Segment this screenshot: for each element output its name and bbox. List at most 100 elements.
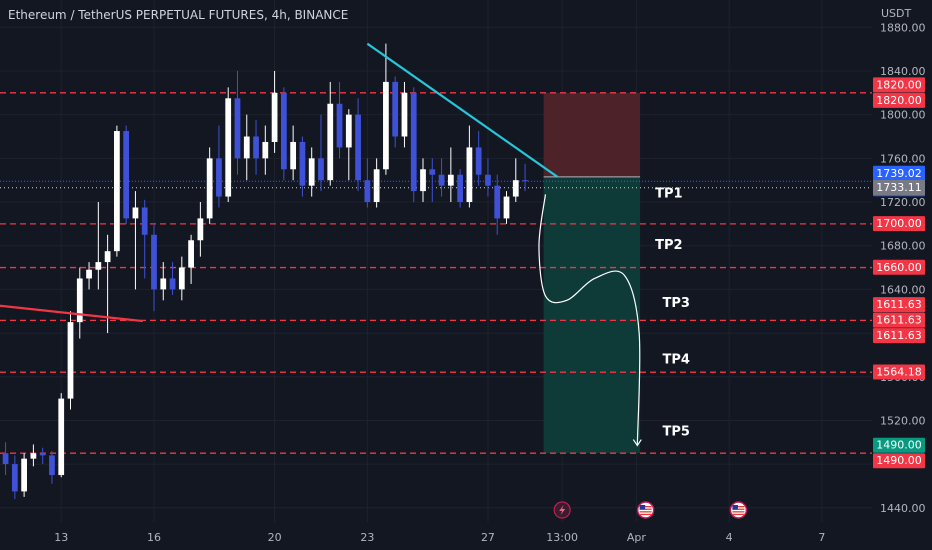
candle-20[interactable] (188, 234, 194, 284)
candles[interactable] (2, 43, 528, 500)
candle-31[interactable] (290, 125, 297, 181)
price-badge-149000-1[interactable]: 1490.00 (873, 453, 925, 469)
y-tick-label-11: 1440.00 (880, 502, 926, 515)
price-badge-173311-0[interactable]: 1733.11 (873, 179, 925, 195)
price-axis[interactable]: USDT 1880.00 1840.00 1800.00 1760.00 1720.00… (873, 7, 926, 515)
candle-48[interactable] (447, 147, 454, 203)
candle-47[interactable] (438, 158, 445, 197)
candle-52[interactable] (485, 158, 491, 197)
candle-18[interactable] (169, 262, 176, 295)
candle-15[interactable] (141, 199, 148, 279)
event-markers[interactable] (553, 501, 748, 519)
candle-36[interactable] (336, 81, 343, 159)
candle-33[interactable] (308, 147, 315, 197)
candle-32[interactable] (299, 136, 306, 197)
price-badge-182000-0[interactable]: 1820.00 (873, 77, 925, 93)
position-zones[interactable] (543, 92, 641, 454)
candle-1[interactable] (11, 455, 18, 500)
candle-30[interactable] (280, 87, 287, 181)
candle-12[interactable] (114, 125, 120, 257)
candle-6[interactable] (58, 393, 65, 478)
candle-40[interactable] (373, 158, 380, 208)
candle-23[interactable] (216, 125, 222, 208)
y-tick-label-6: 1640.00 (880, 283, 926, 296)
candle-46[interactable] (429, 158, 436, 203)
us-flag-icon[interactable] (636, 501, 655, 519)
candle-50[interactable] (466, 125, 473, 208)
candle-39[interactable] (364, 158, 371, 208)
candle-3[interactable] (30, 444, 37, 467)
projection-curve[interactable] (538, 194, 641, 446)
candle-41[interactable] (383, 43, 389, 175)
candle-4[interactable] (39, 447, 46, 465)
candle-21[interactable] (197, 202, 204, 257)
price-badge-166000-0[interactable]: 1660.00 (873, 259, 925, 275)
price-badge-161163-1[interactable]: 1611.63 (873, 312, 925, 328)
candle-54[interactable] (503, 191, 510, 224)
chart-title: Ethereum / TetherUS PERPETUAL FUTURES, 4… (8, 8, 349, 22)
price-badge-170000-0[interactable]: 1700.00 (873, 216, 925, 232)
candle-27[interactable] (253, 120, 259, 175)
price-badge-173902-0[interactable]: 1739.02 (873, 165, 925, 181)
candle-56[interactable] (522, 163, 528, 192)
candle-19[interactable] (178, 256, 185, 301)
candle-22[interactable] (206, 147, 213, 224)
price-badge-149000-0[interactable]: 1490.00 (873, 437, 925, 453)
candle-28[interactable] (262, 125, 269, 175)
candle-29[interactable] (271, 70, 278, 153)
candle-body-23 (216, 158, 222, 197)
candle-53[interactable] (494, 174, 501, 235)
stop-loss-zone[interactable] (543, 92, 641, 177)
candle-45[interactable] (420, 158, 426, 203)
candle-51[interactable] (475, 131, 482, 186)
projection-path[interactable] (538, 194, 642, 447)
candle-44[interactable] (410, 87, 417, 203)
lightning-icon[interactable] (553, 501, 571, 519)
take-profit-zone[interactable] (543, 176, 641, 454)
y-tick-label-5: 1680.00 (880, 240, 926, 253)
price-badge-156418-0[interactable]: 1564.18 (873, 364, 925, 380)
candle-49[interactable] (457, 169, 463, 208)
price-badge-text: 1660.00 (876, 261, 922, 274)
price-badge-182000-1[interactable]: 1820.00 (873, 92, 925, 108)
candle-37[interactable] (345, 109, 352, 181)
candle-16[interactable] (151, 223, 157, 312)
candle-7[interactable] (67, 311, 74, 410)
candle-55[interactable] (512, 158, 519, 203)
candle-25[interactable] (234, 70, 241, 175)
candle-35[interactable] (327, 81, 334, 186)
price-badge-161163-0[interactable]: 1611.63 (873, 297, 925, 313)
candle-43[interactable] (401, 81, 408, 148)
candle-body-11 (104, 251, 111, 263)
candle-body-2 (21, 458, 27, 492)
candle-10[interactable] (95, 202, 102, 290)
candle-2[interactable] (21, 453, 27, 497)
time-axis[interactable]: 13 16 20 23 27 13:00 Apr 4 7 (54, 531, 825, 544)
descending-resistance-line[interactable] (366, 42, 559, 178)
x-tick-label-7: 4 (726, 531, 733, 544)
price-badge-161163-2[interactable]: 1611.63 (873, 328, 925, 344)
candle-9[interactable] (86, 262, 92, 290)
target-label-4: TP4 (663, 353, 690, 368)
candle-17[interactable] (160, 262, 167, 301)
candle-26[interactable] (243, 114, 250, 181)
candle-8[interactable] (76, 267, 83, 339)
candle-body-8 (76, 278, 83, 323)
candle-24[interactable] (225, 87, 232, 203)
support-trendline-line[interactable] (0, 304, 143, 323)
trendlines[interactable] (0, 42, 559, 323)
candle-0[interactable] (2, 442, 9, 476)
candle-body-19 (178, 267, 185, 290)
candle-5[interactable] (49, 451, 55, 484)
candle-42[interactable] (392, 76, 399, 148)
candle-38[interactable] (355, 98, 361, 192)
candle-14[interactable] (132, 191, 139, 290)
candle-13[interactable] (123, 125, 130, 224)
candle-34[interactable] (318, 114, 324, 192)
candle-body-50 (466, 147, 473, 203)
us-flag-icon[interactable] (729, 501, 748, 519)
horizontal-levels[interactable] (0, 92, 872, 454)
candle-body-17 (160, 278, 167, 290)
